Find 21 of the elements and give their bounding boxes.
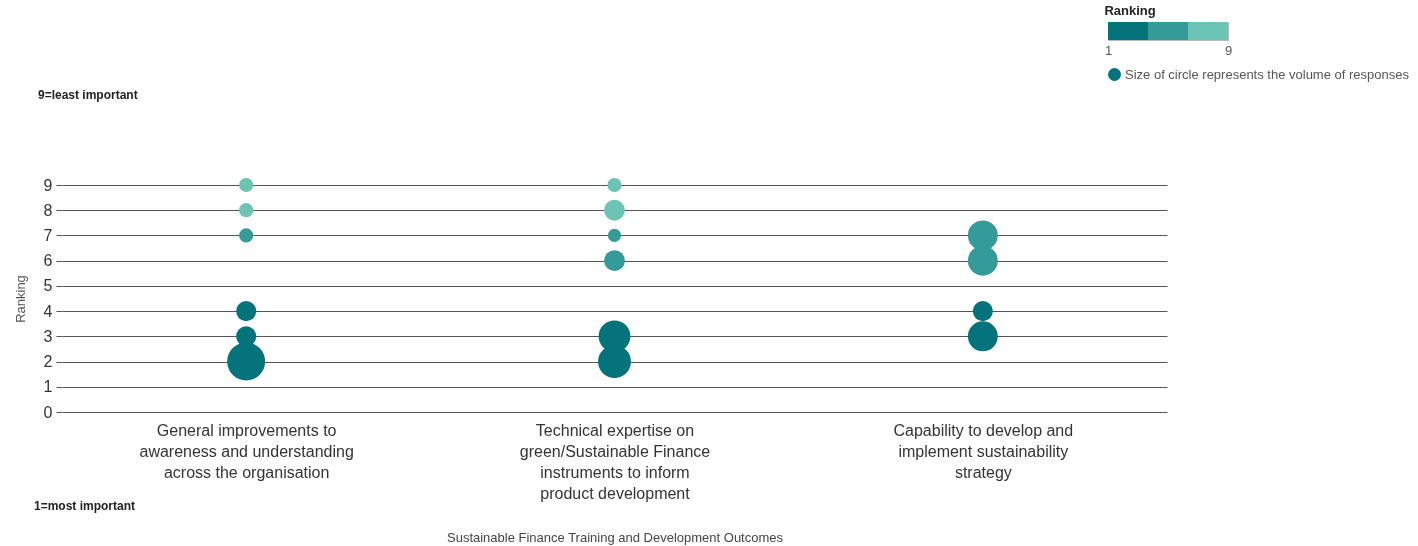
color-bar-label: 1 [1104,42,1113,58]
y-tick-label: 0 [43,403,53,421]
color-bar-label: 9 [1224,42,1233,58]
x-axis-title: Sustainable Finance Training and Development Outcomes [446,529,784,545]
x-tick-label: Capability to develop and implement sustainability strategy [893,421,1074,481]
y-tick-label: 5 [43,277,53,295]
x-tick-label: Technical expertise on green/Sustainable Finance instruments to inform product development [519,421,711,502]
y-tick-label: 9 [43,176,53,194]
y-tick-label: 2 [43,353,53,371]
y-tick-label: 8 [43,201,53,219]
y-tick-label: 7 [43,226,53,244]
text: 9=least important [38,88,138,102]
text: 1=most important [34,499,136,513]
y-tick-label: 1 [43,378,53,396]
text: Size of circle represents the volume of responses [1125,67,1409,82]
y-axis-title: Ranking [12,275,28,323]
y-tick-label: 3 [43,327,53,345]
y-tick-label: 6 [43,252,53,270]
y-tick-label: 4 [43,302,53,320]
color-bar-title: Ranking [1104,3,1156,18]
x-tick-label: General improvements to awareness and understanding across the organisation [139,421,354,481]
